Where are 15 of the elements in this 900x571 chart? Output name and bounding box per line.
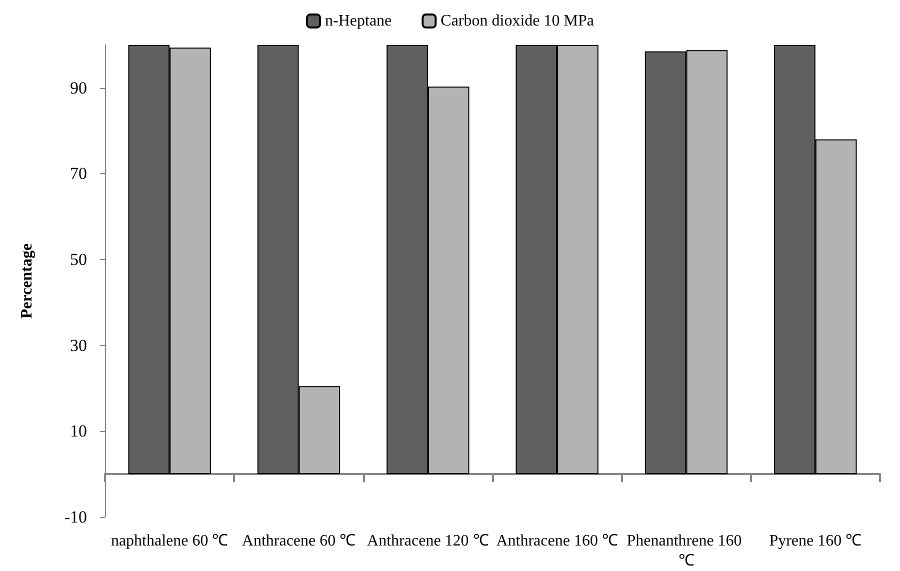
x-tick-label: Pyrene 160 ℃ xyxy=(769,532,862,550)
y-tick-label: 50 xyxy=(70,250,87,270)
y-tick-label: 70 xyxy=(70,164,87,184)
legend-label: Carbon dioxide 10 MPa xyxy=(440,12,594,30)
x-tick-label: Phenanthrene 160 ℃ xyxy=(626,532,746,570)
y-tick-label: 10 xyxy=(70,422,87,441)
x-tick-label: naphthalene 60 ℃ xyxy=(110,532,228,550)
y-tick-label: -10 xyxy=(64,508,87,526)
y-tick-label: 30 xyxy=(70,336,87,355)
legend-label: n-Heptane xyxy=(325,12,392,30)
x-tick-label: Anthracene 160 ℃ xyxy=(496,532,618,550)
y-tick-label: 90 xyxy=(70,78,87,98)
x-tick-label: Anthracene 60 ℃ xyxy=(242,532,356,550)
y-axis-title: Percentage xyxy=(18,243,36,319)
x-tick-label: Anthracene 120 ℃ xyxy=(367,532,489,550)
